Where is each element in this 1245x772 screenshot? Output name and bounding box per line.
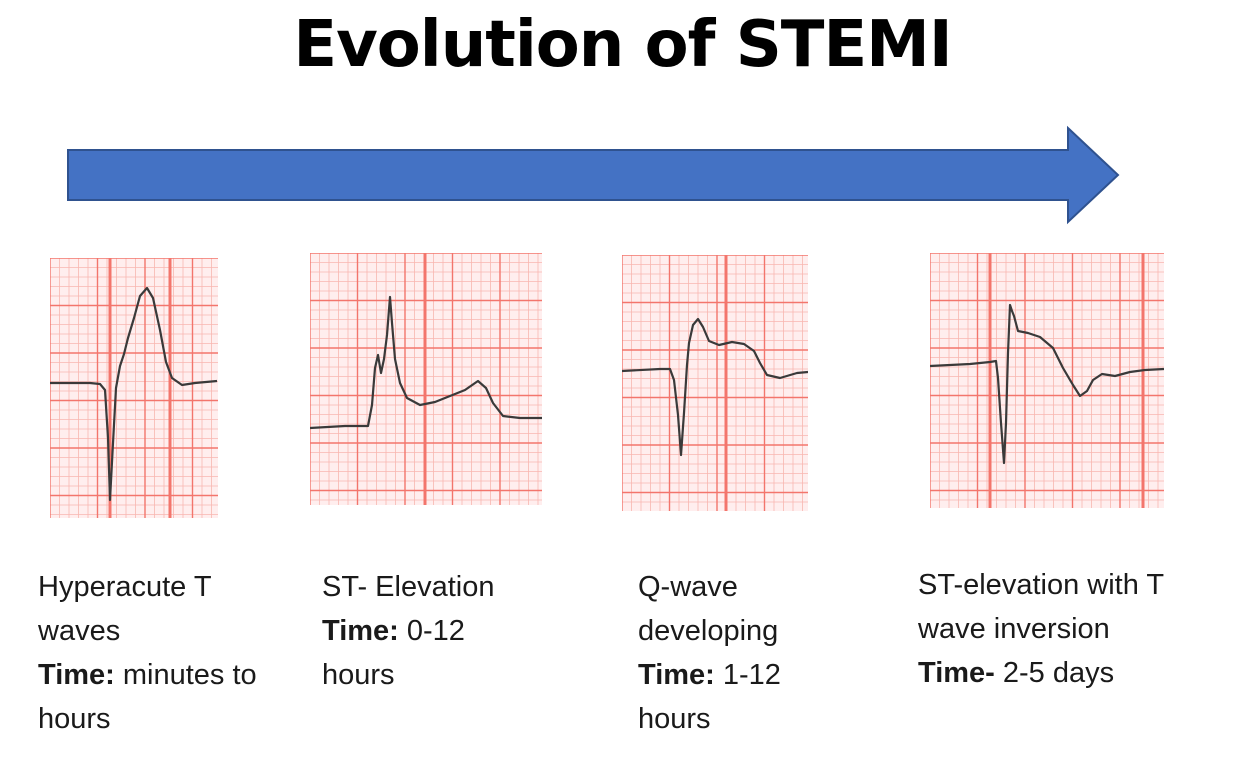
ecg-panel-q-wave bbox=[622, 255, 808, 511]
ecg-trace-hyperacute bbox=[50, 286, 218, 502]
ecg-panel-hyperacute bbox=[50, 258, 218, 518]
stage-name-1b: waves bbox=[38, 615, 121, 647]
time-value-1: minutes to bbox=[122, 659, 257, 691]
time-label-2: Time: bbox=[322, 615, 399, 647]
time-value-3: 1-12 bbox=[722, 659, 781, 691]
time-value-3b: hours bbox=[638, 703, 711, 735]
timeline-arrow bbox=[67, 125, 1120, 225]
ecg-grid bbox=[622, 255, 808, 511]
time-label-1: Time: bbox=[38, 659, 115, 691]
stage-caption-3: Q-wave developing Time: 1-12 hours bbox=[638, 565, 878, 741]
time-value-1b: hours bbox=[38, 703, 111, 735]
ecg-trace-st-elevation bbox=[310, 295, 542, 430]
stage-name-4a: ST-elevation with T bbox=[918, 569, 1165, 601]
ecg-grid bbox=[930, 253, 1164, 508]
ecg-panel-st-elevation bbox=[310, 253, 542, 505]
stage-name-3b: developing bbox=[638, 615, 779, 647]
stage-caption-4: ST-elevation with T wave inversion Time-… bbox=[918, 563, 1238, 695]
time-label-3: Time: bbox=[638, 659, 715, 691]
ecg-trace-st-t-inversion bbox=[930, 303, 1164, 465]
time-value-2b: hours bbox=[322, 659, 395, 691]
stage-name-4b: wave inversion bbox=[918, 613, 1110, 645]
stage-name-3a: Q-wave bbox=[638, 571, 738, 603]
time-label-4: Time- bbox=[918, 657, 995, 689]
stage-caption-2: ST- Elevation Time: 0-12 hours bbox=[322, 565, 562, 697]
stage-name-2: ST- Elevation bbox=[322, 571, 495, 603]
ecg-panel-st-t-inversion bbox=[930, 253, 1164, 508]
ecg-grid bbox=[310, 253, 542, 505]
ecg-grid bbox=[50, 258, 218, 518]
time-value-4: 2-5 days bbox=[1002, 657, 1115, 689]
stage-caption-1: Hyperacute T waves Time: minutes to hour… bbox=[38, 565, 308, 741]
ecg-trace-q-wave bbox=[622, 317, 808, 457]
stage-name-1a: Hyperacute T bbox=[38, 571, 212, 603]
page-title: Evolution of STEMI bbox=[293, 8, 952, 82]
time-value-2: 0-12 bbox=[406, 615, 465, 647]
